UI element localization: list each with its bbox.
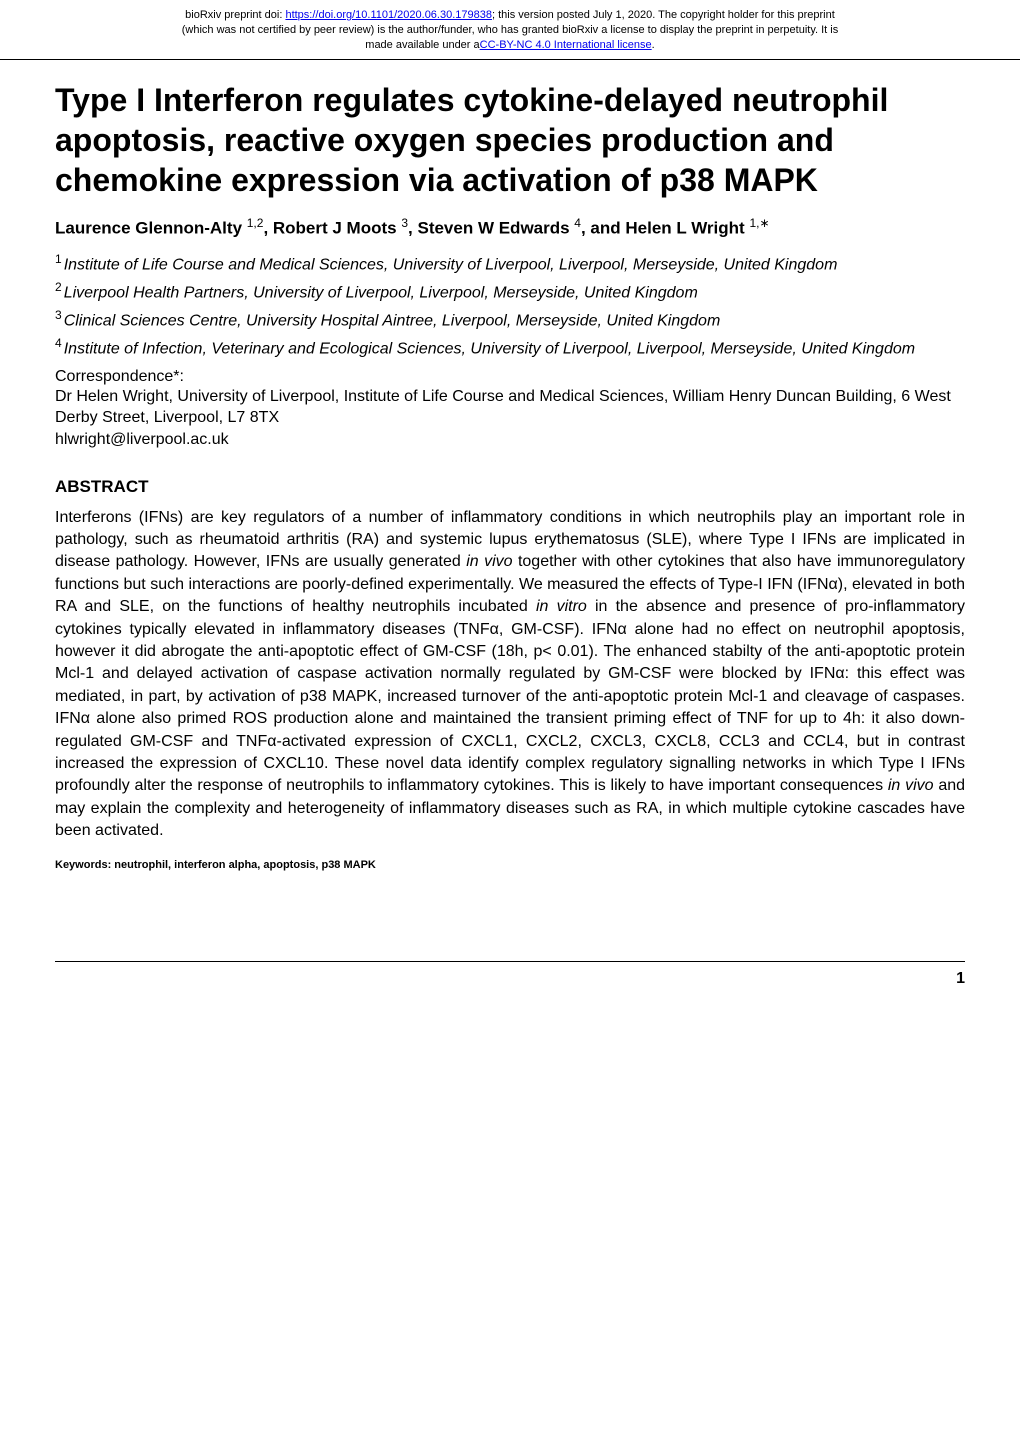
license-link[interactable]: CC-BY-NC 4.0 International license [480, 39, 652, 51]
preprint-line1-prefix: bioRxiv preprint doi: [185, 9, 285, 21]
affiliation: 4Institute of Infection, Veterinary and … [55, 335, 965, 360]
preprint-line2: (which was not certified by peer review)… [182, 24, 838, 36]
correspondence-address: Dr Helen Wright, University of Liverpool… [55, 387, 965, 429]
abstract-heading: ABSTRACT [55, 477, 965, 497]
keywords: Keywords: neutrophil, interferon alpha, … [55, 859, 965, 871]
author-list: Laurence Glennon-Alty 1,2, Robert J Moot… [55, 214, 965, 242]
paper-title: Type I Interferon regulates cytokine-del… [55, 80, 965, 200]
correspondence-label: Correspondence*: [55, 368, 965, 386]
preprint-line3-prefix: made available under a [365, 39, 479, 51]
affiliation: 2Liverpool Health Partners, University o… [55, 279, 965, 304]
doi-link[interactable]: https://doi.org/10.1101/2020.06.30.17983… [285, 9, 492, 21]
affiliation: 3Clinical Sciences Centre, University Ho… [55, 307, 965, 332]
preprint-line1-suffix: ; this version posted July 1, 2020. The … [492, 9, 835, 21]
abstract-body: Interferons (IFNs) are key regulators of… [55, 507, 965, 843]
preprint-line3-suffix: . [652, 39, 655, 51]
affiliation: 1Institute of Life Course and Medical Sc… [55, 251, 965, 276]
correspondence-email: hlwright@liverpool.ac.uk [55, 431, 965, 449]
affiliations: 1Institute of Life Course and Medical Sc… [55, 251, 965, 360]
page-number: 1 [0, 962, 1020, 1008]
page-content: Type I Interferon regulates cytokine-del… [0, 60, 1020, 941]
preprint-banner: bioRxiv preprint doi: https://doi.org/10… [0, 0, 1020, 60]
